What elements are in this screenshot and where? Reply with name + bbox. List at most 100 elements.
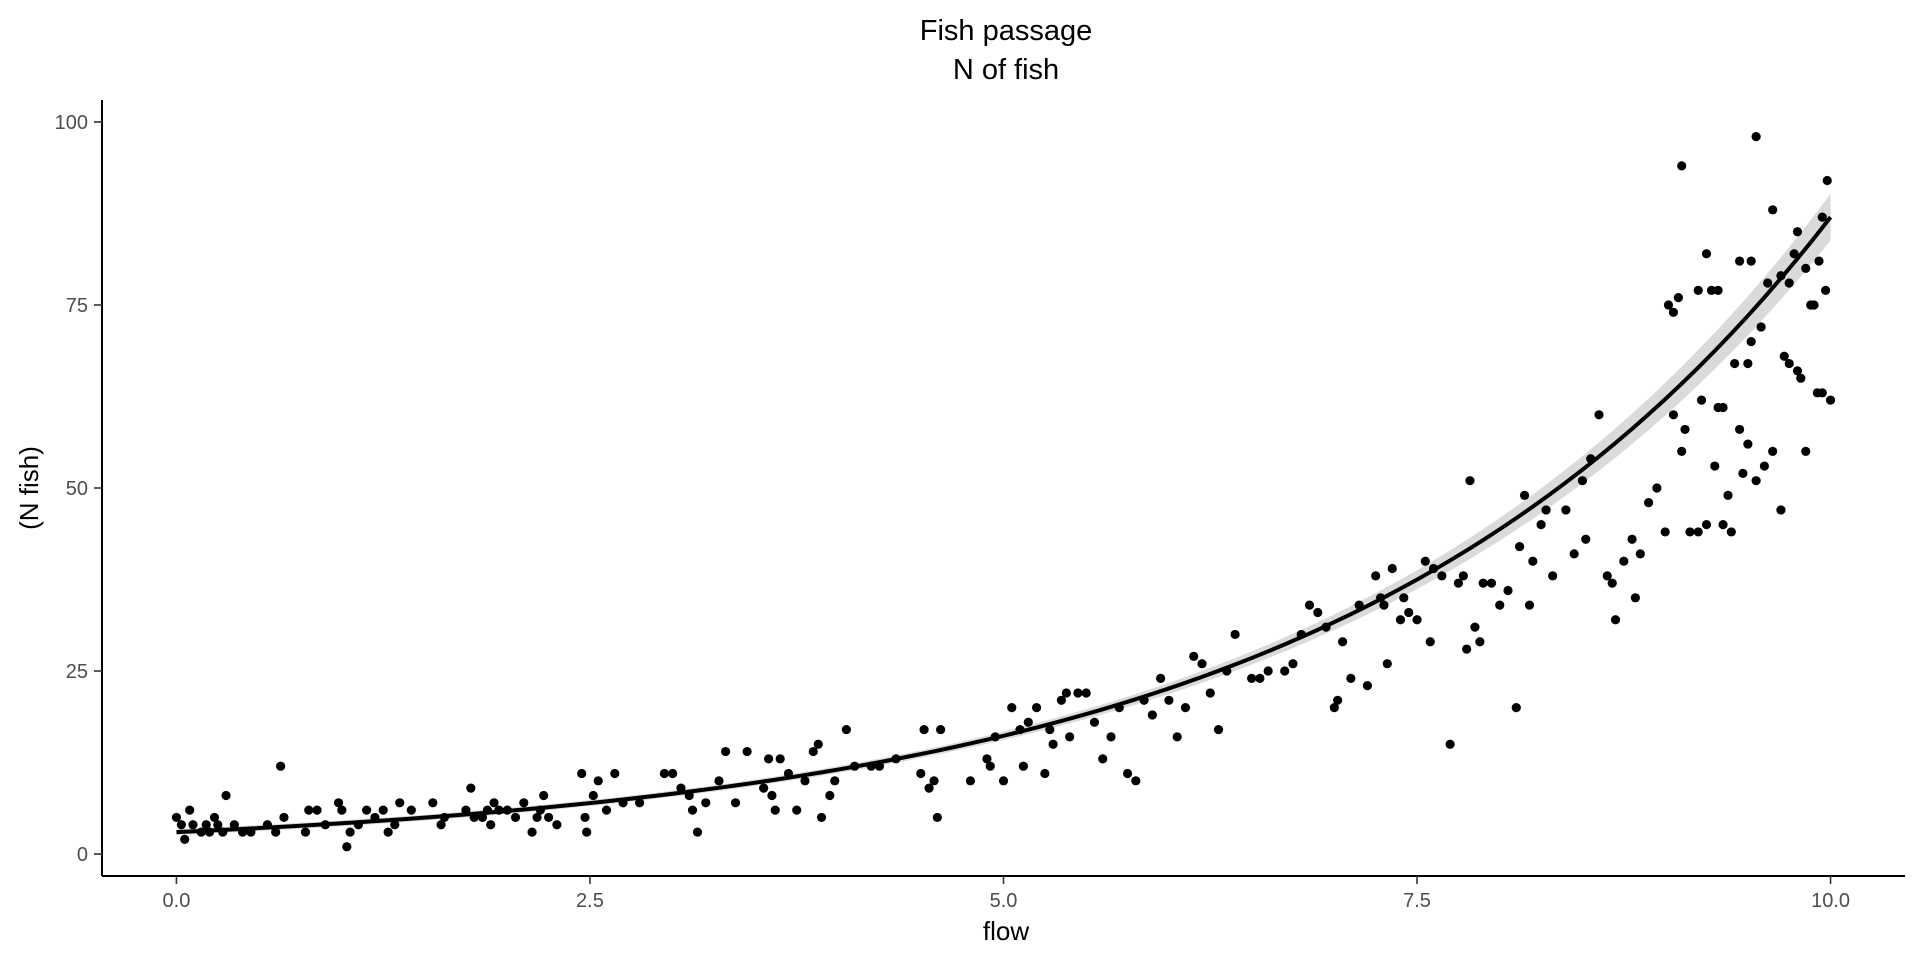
data-point xyxy=(312,805,322,815)
data-point xyxy=(1412,615,1422,625)
data-point xyxy=(1792,366,1803,376)
data-point xyxy=(1738,468,1748,478)
data-point xyxy=(333,798,344,808)
data-point xyxy=(985,761,995,771)
data-point xyxy=(714,776,724,786)
data-point xyxy=(1789,249,1799,259)
data-point xyxy=(276,761,286,771)
data-point xyxy=(1713,285,1723,295)
data-point xyxy=(1465,476,1475,486)
x-tick-label: 2.5 xyxy=(576,890,604,912)
data-point xyxy=(1048,739,1058,749)
data-point xyxy=(800,776,810,786)
data-point xyxy=(1023,717,1033,727)
data-point xyxy=(1594,410,1604,420)
data-point xyxy=(692,827,703,837)
data-point xyxy=(1379,600,1389,610)
data-point xyxy=(1561,505,1571,515)
chart-subtitle: N of fish xyxy=(953,54,1059,86)
data-point xyxy=(1313,607,1323,618)
x-axis-ticks: 0.0 2.5 5.0 7.5 10.0 xyxy=(163,876,1850,912)
data-point xyxy=(770,805,780,815)
data-point xyxy=(1759,461,1769,471)
data-point xyxy=(1437,571,1447,581)
data-point xyxy=(539,790,549,801)
x-tick-label: 5.0 xyxy=(990,890,1018,912)
data-point xyxy=(1796,373,1806,383)
data-point xyxy=(1784,358,1794,369)
data-point xyxy=(1730,358,1740,369)
data-point xyxy=(1528,556,1538,566)
data-point xyxy=(1514,541,1525,552)
data-point xyxy=(668,768,678,779)
data-point xyxy=(1304,600,1315,610)
data-point xyxy=(489,798,499,808)
data-point xyxy=(1677,446,1687,456)
data-point xyxy=(1399,593,1409,603)
data-point xyxy=(436,820,446,830)
data-point xyxy=(1610,615,1621,625)
data-point xyxy=(1822,175,1832,186)
data-point xyxy=(1470,622,1480,632)
data-point xyxy=(1581,534,1591,544)
data-point xyxy=(792,805,802,815)
data-point xyxy=(279,812,289,823)
data-point xyxy=(1387,563,1397,574)
data-point xyxy=(1792,227,1803,237)
data-point xyxy=(1486,578,1497,588)
data-point xyxy=(1541,505,1551,515)
data-point xyxy=(1453,578,1463,588)
data-point xyxy=(1018,761,1028,771)
data-point xyxy=(1635,549,1645,559)
data-point xyxy=(767,790,777,801)
y-axis-ticks: 0 25 50 75 100 xyxy=(55,112,102,866)
x-tick-label: 0.0 xyxy=(163,890,191,912)
data-point xyxy=(929,776,939,786)
data-point xyxy=(1061,688,1071,698)
data-point xyxy=(406,805,416,815)
data-point xyxy=(1213,724,1224,735)
data-point xyxy=(1660,527,1670,537)
data-point xyxy=(701,798,711,808)
data-point xyxy=(813,739,823,749)
data-point xyxy=(816,812,827,823)
data-point xyxy=(1329,703,1339,713)
data-point xyxy=(1718,520,1728,530)
data-point xyxy=(1122,768,1133,779)
fit-line xyxy=(176,215,1833,835)
data-point xyxy=(1338,637,1348,647)
data-point xyxy=(965,776,976,786)
data-point xyxy=(1746,336,1756,347)
data-point xyxy=(1548,571,1558,581)
data-point xyxy=(742,746,752,757)
data-point xyxy=(919,724,929,735)
fit-ribbon xyxy=(176,193,1831,835)
data-point xyxy=(201,820,211,830)
data-point xyxy=(1751,476,1761,486)
data-point xyxy=(209,812,220,823)
y-tick-label: 0 xyxy=(77,844,88,866)
data-point xyxy=(1746,256,1756,266)
data-point xyxy=(825,790,835,801)
data-point xyxy=(687,805,698,815)
data-point xyxy=(171,812,182,823)
data-point xyxy=(1701,520,1712,530)
data-point xyxy=(808,746,818,757)
data-point xyxy=(1779,351,1789,361)
data-point xyxy=(1673,293,1683,303)
data-point xyxy=(1189,651,1199,661)
data-point xyxy=(580,812,590,823)
y-tick-label: 50 xyxy=(66,478,88,500)
data-point xyxy=(213,820,223,830)
y-axis-title: (N fish) xyxy=(14,446,44,530)
data-point xyxy=(1569,549,1579,559)
data-point xyxy=(1680,424,1690,435)
data-point xyxy=(1743,439,1753,449)
data-point xyxy=(1511,703,1521,713)
data-point xyxy=(659,768,670,779)
data-point xyxy=(1197,659,1207,669)
x-tick-label: 10.0 xyxy=(1811,890,1850,912)
data-point xyxy=(390,820,400,830)
data-point xyxy=(519,798,529,808)
data-point xyxy=(337,805,347,815)
